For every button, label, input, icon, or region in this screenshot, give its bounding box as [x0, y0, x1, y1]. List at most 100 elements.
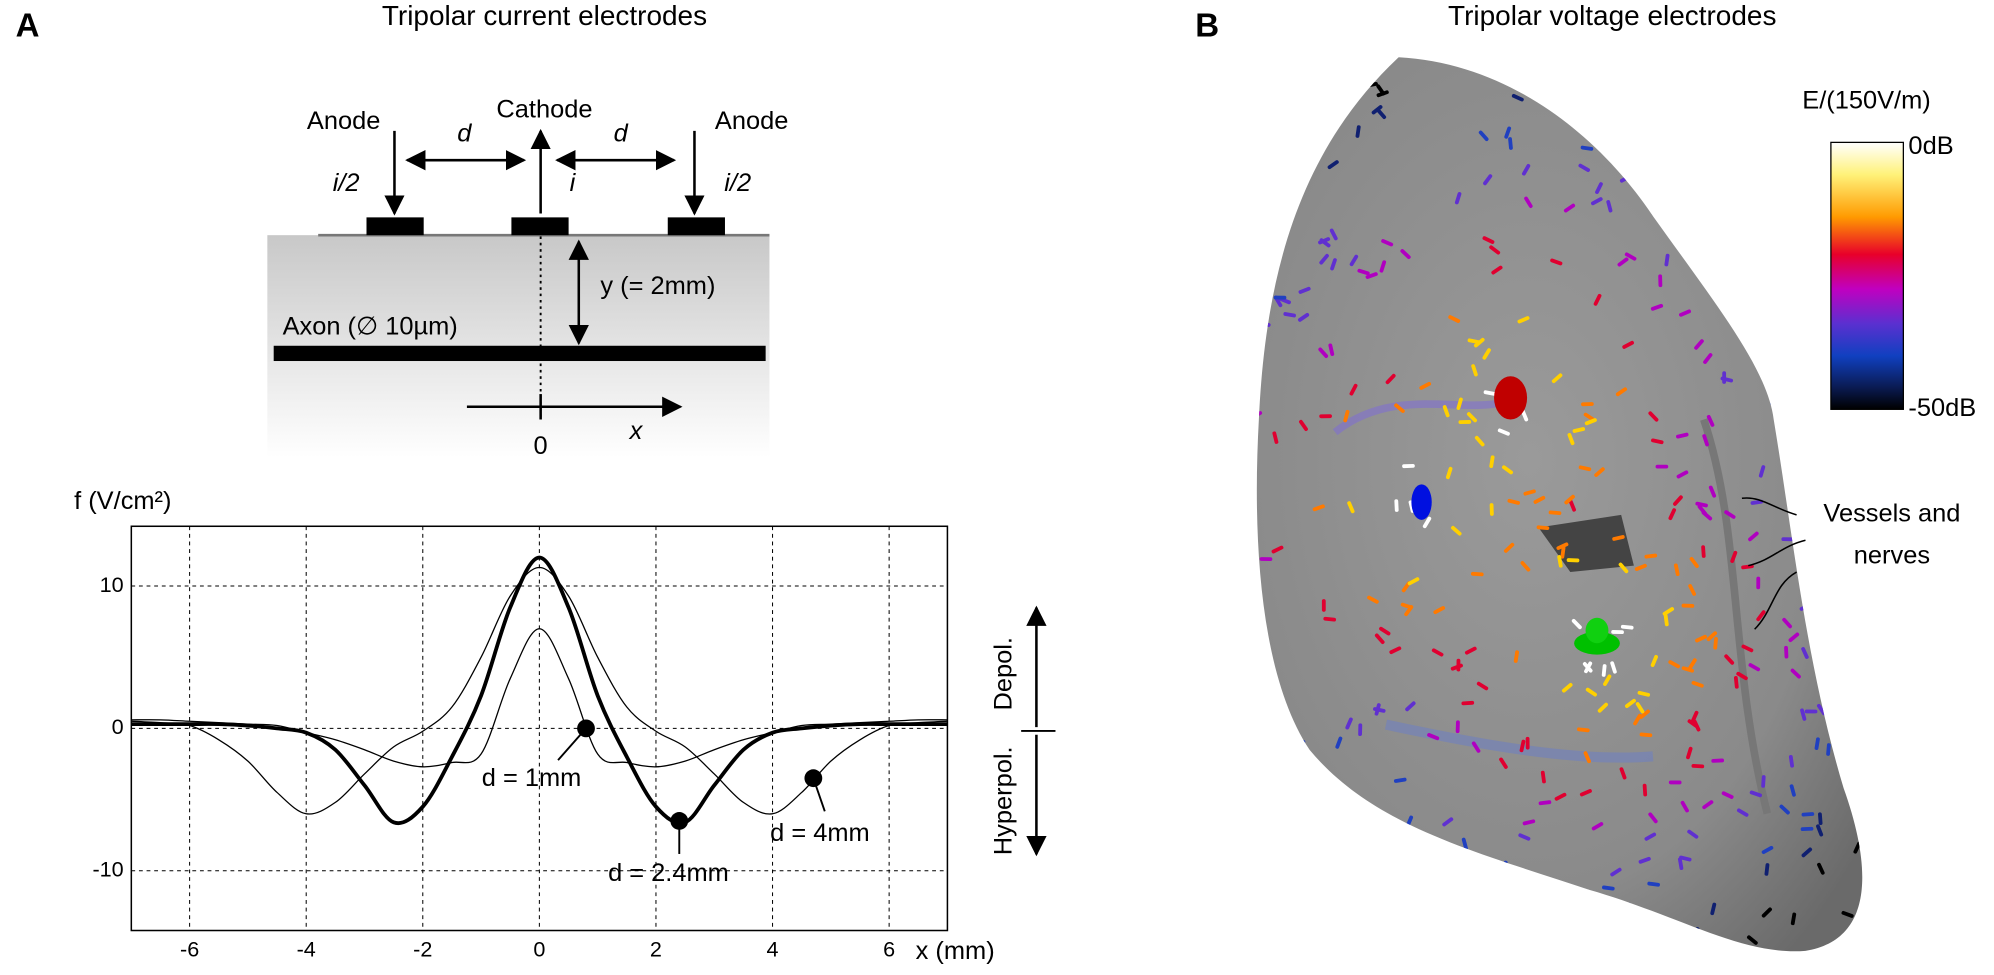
panel-title: Tripolar voltage electrodes [1448, 0, 1776, 31]
field-arrow [1568, 925, 1578, 937]
field-arrow [1470, 571, 1484, 577]
field-arrow [1642, 783, 1648, 797]
field-arrow [1591, 197, 1603, 206]
field-arrow [1840, 682, 1849, 695]
field-arrow [1650, 303, 1664, 311]
panel-label: A [16, 8, 40, 45]
field-arrow [1379, 626, 1391, 636]
field-arrow [1299, 948, 1305, 952]
field-arrow [1788, 755, 1795, 768]
field-arrow [1828, 560, 1839, 571]
field-arrow [1741, 644, 1754, 653]
annotation: nerves [1854, 541, 1930, 569]
colorbar [1830, 141, 1904, 410]
field-arrow [1345, 717, 1353, 730]
field-arrow [1591, 822, 1604, 831]
field-arrow [1568, 499, 1576, 512]
field-arrow [1615, 387, 1628, 397]
field-arrow [1483, 390, 1497, 396]
field-arrow [1736, 808, 1749, 817]
field-arrow [1668, 508, 1677, 521]
panel-b: B Tripolar voltage electrodes Vessels an… [1195, 0, 1976, 952]
field-arrow [1602, 885, 1615, 891]
label: i [570, 169, 577, 197]
field-arrow [1454, 192, 1462, 205]
field-arrow [1288, 801, 1297, 814]
curve [131, 555, 948, 826]
field-arrow [1577, 727, 1590, 733]
field-arrow [1478, 130, 1489, 142]
field-arrow [1594, 58, 1607, 66]
label: x [628, 417, 644, 445]
field-arrow [1327, 160, 1339, 170]
field-arrow [1511, 93, 1524, 102]
field-arrow [1761, 775, 1766, 788]
field-arrow [1783, 190, 1797, 196]
field-arrow [1523, 489, 1536, 496]
field-arrow [1491, 265, 1503, 275]
field-arrow [1817, 862, 1825, 875]
electrode-red [1494, 376, 1528, 420]
field-arrow [1399, 912, 1412, 921]
field-arrow [1376, 90, 1389, 98]
field-arrow [1256, 84, 1259, 97]
annotation: Vessels and [1823, 500, 1960, 528]
field-arrow [1519, 739, 1526, 753]
field-arrow [1381, 239, 1394, 247]
field-arrow [1750, 499, 1764, 505]
x-tick-label: 6 [883, 937, 895, 962]
field-arrow [1690, 710, 1699, 723]
field-arrow [1757, 213, 1769, 223]
field-arrow [1450, 663, 1463, 671]
field-arrow [1633, 713, 1642, 726]
field-arrow [1508, 137, 1513, 150]
field-arrow [1329, 228, 1338, 241]
field-arrow [1476, 861, 1487, 873]
field-arrow [1710, 902, 1717, 916]
field-arrow [1853, 841, 1861, 854]
field-arrow [1357, 268, 1370, 276]
field-arrow [1720, 145, 1728, 158]
field-arrow [1407, 577, 1420, 586]
field-arrow [1301, 144, 1315, 151]
field-arrow [1548, 510, 1562, 516]
x-tick-label: -2 [413, 937, 432, 962]
field-arrow [1283, 312, 1296, 318]
field-arrow [1364, 72, 1377, 81]
field-arrow [1830, 712, 1844, 720]
field-arrow [1644, 553, 1658, 559]
field-arrow [1856, 714, 1863, 722]
hyperpol-label: Hyperpol. [989, 746, 1017, 855]
field-arrow [1312, 95, 1321, 108]
field-arrow [1753, 272, 1764, 283]
field-arrow [1686, 746, 1693, 760]
field-arrow [1451, 525, 1462, 536]
label: y (= 2mm) [600, 272, 715, 300]
field-arrow [1797, 146, 1805, 159]
depol-label: Depol. [989, 637, 1017, 710]
annotation-marker [670, 812, 689, 830]
annotation-marker [577, 719, 595, 738]
electrode [667, 217, 725, 236]
field-arrow [1273, 177, 1286, 186]
field-arrow [1467, 338, 1481, 344]
field-arrow [1751, 144, 1764, 153]
field-arrow [1761, 845, 1774, 855]
field-arrow [1809, 210, 1816, 223]
panel-label: B [1195, 8, 1219, 45]
field-arrow [1676, 432, 1689, 439]
field-arrow [1257, 277, 1269, 286]
field-arrow [1691, 680, 1704, 688]
field-arrow [1720, 376, 1734, 383]
field-arrow [1674, 563, 1680, 577]
field-arrow [1376, 108, 1387, 120]
field-arrow [1520, 561, 1531, 572]
field-arrow [1303, 143, 1309, 156]
field-arrow [1663, 613, 1669, 627]
field-arrow [1489, 245, 1501, 255]
field-arrow [1524, 196, 1533, 208]
field-arrow [1519, 925, 1532, 933]
field-arrow [1566, 99, 1580, 105]
field-arrow [1288, 852, 1297, 864]
field-arrow [1617, 257, 1629, 267]
